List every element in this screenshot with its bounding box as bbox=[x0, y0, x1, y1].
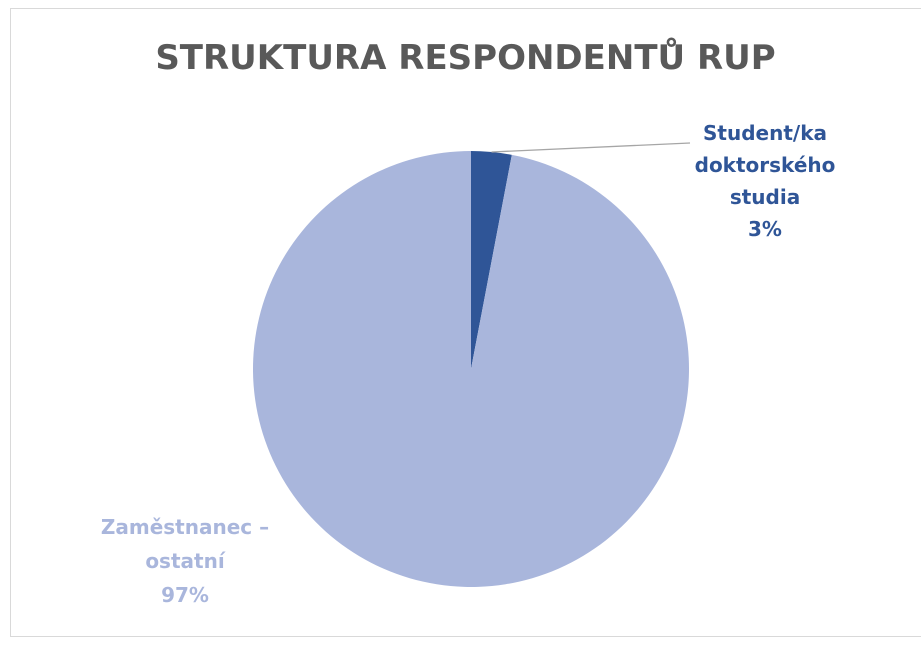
slice-value-label: 97% bbox=[161, 583, 209, 607]
chart-title: STRUKTURA RESPONDENTŮ RUP bbox=[155, 38, 776, 78]
leader-line bbox=[491, 142, 691, 153]
pie-slice bbox=[253, 151, 690, 587]
slice-label: Student/ka doktorského studia bbox=[694, 121, 836, 209]
slice-value-label: 3% bbox=[748, 217, 782, 241]
pie-slice bbox=[471, 151, 512, 369]
slice-label: Zaměstnanec – ostatní bbox=[100, 515, 270, 573]
